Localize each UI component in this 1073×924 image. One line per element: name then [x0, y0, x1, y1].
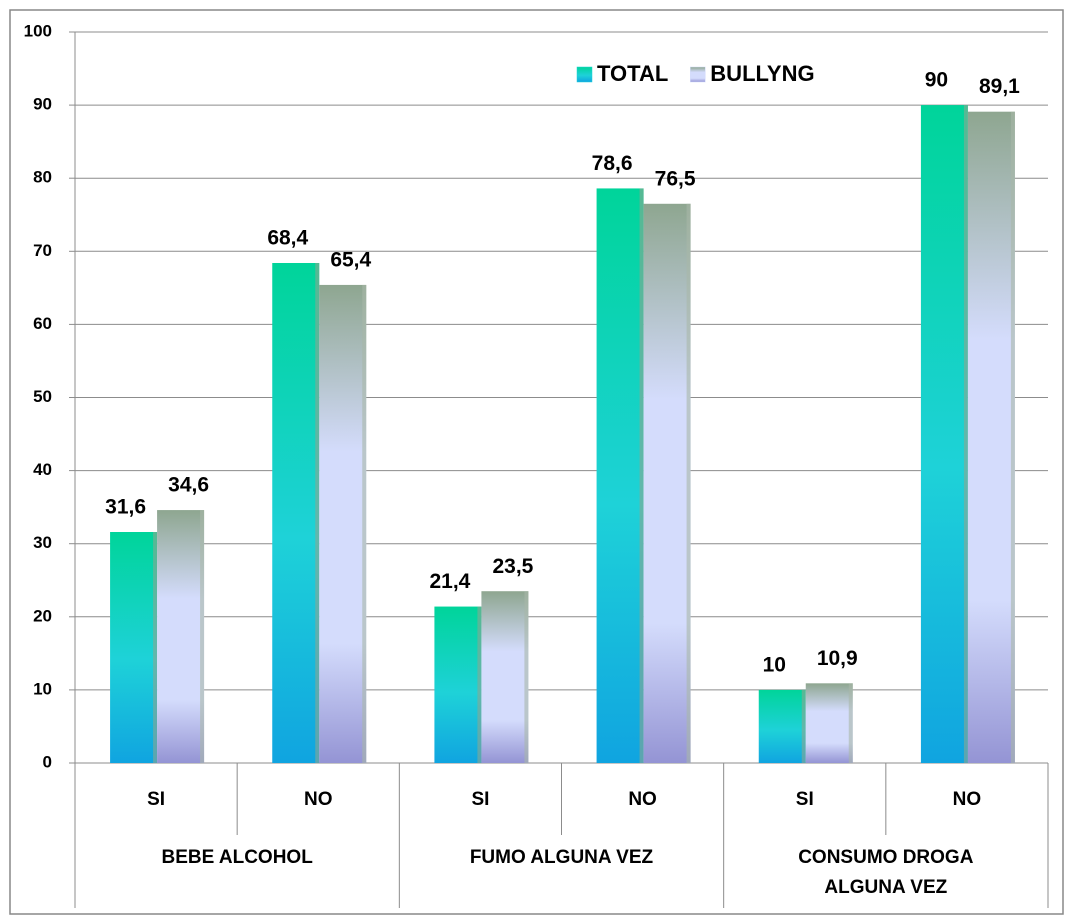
- x-tick-label: SI: [796, 789, 814, 810]
- value-label: 21,4: [429, 570, 470, 593]
- bar-shade: [153, 532, 158, 763]
- bar: [157, 510, 205, 763]
- value-label: 10,9: [817, 647, 858, 670]
- group-label: BEBE ALCOHOL: [161, 847, 313, 868]
- value-label: 76,5: [655, 167, 696, 190]
- value-label: 65,4: [330, 248, 371, 271]
- bar: [434, 606, 482, 763]
- x-tick-label: NO: [953, 789, 982, 810]
- legend-swatch: [576, 66, 593, 83]
- frame: [9, 9, 1064, 915]
- bar: [319, 284, 367, 763]
- value-label: 90: [925, 69, 948, 92]
- y-tick-label: 100: [24, 21, 52, 40]
- value-label: 89,1: [979, 75, 1020, 98]
- x-tick-label: NO: [628, 789, 657, 810]
- bar: [920, 105, 968, 764]
- bar-shade: [963, 105, 968, 764]
- legend-label: TOTAL: [597, 61, 668, 86]
- y-tick-label: 40: [33, 460, 52, 479]
- value-label: 10: [763, 653, 786, 676]
- y-tick-label: 90: [33, 95, 52, 114]
- legend-label: BULLYNG: [710, 61, 814, 86]
- y-tick-label: 80: [33, 168, 52, 187]
- bar-shade: [200, 510, 205, 763]
- bar-shade: [315, 262, 320, 763]
- y-tick-label: 60: [33, 314, 52, 333]
- bar: [643, 203, 691, 763]
- bar-shade: [801, 689, 806, 763]
- bar: [110, 532, 158, 763]
- bar-shade: [1010, 111, 1015, 763]
- bar: [272, 262, 320, 763]
- value-label: 34,6: [168, 474, 209, 497]
- bar-shade: [524, 591, 529, 763]
- bar: [967, 111, 1015, 763]
- y-tick-label: 10: [33, 679, 52, 698]
- group-label: CONSUMO DROGA ALGUNA VEZ: [798, 847, 974, 898]
- x-tick-label: SI: [471, 789, 489, 810]
- bar: [805, 683, 853, 763]
- y-tick-label: 70: [33, 241, 52, 260]
- bar-shade: [639, 188, 644, 763]
- x-tick-label: SI: [147, 789, 165, 810]
- x-tick-label: NO: [304, 789, 333, 810]
- y-tick-label: 30: [33, 533, 52, 552]
- value-label: 78,6: [592, 152, 633, 175]
- bar: [758, 689, 806, 763]
- y-tick-label: 50: [33, 387, 52, 406]
- value-label: 68,4: [267, 227, 308, 250]
- bar-shade: [362, 284, 367, 763]
- bar-shade: [848, 683, 853, 763]
- bar-shade: [686, 203, 691, 763]
- value-label: 31,6: [105, 496, 146, 519]
- group-label: FUMO ALGUNA VEZ: [469, 847, 654, 868]
- legend-swatch: [690, 66, 706, 83]
- y-tick-label: 0: [43, 752, 52, 771]
- y-tick-label: 20: [33, 606, 52, 625]
- bar: [596, 188, 644, 763]
- value-label: 23,5: [492, 555, 533, 578]
- bar-shade: [477, 606, 482, 763]
- bar: [481, 591, 529, 763]
